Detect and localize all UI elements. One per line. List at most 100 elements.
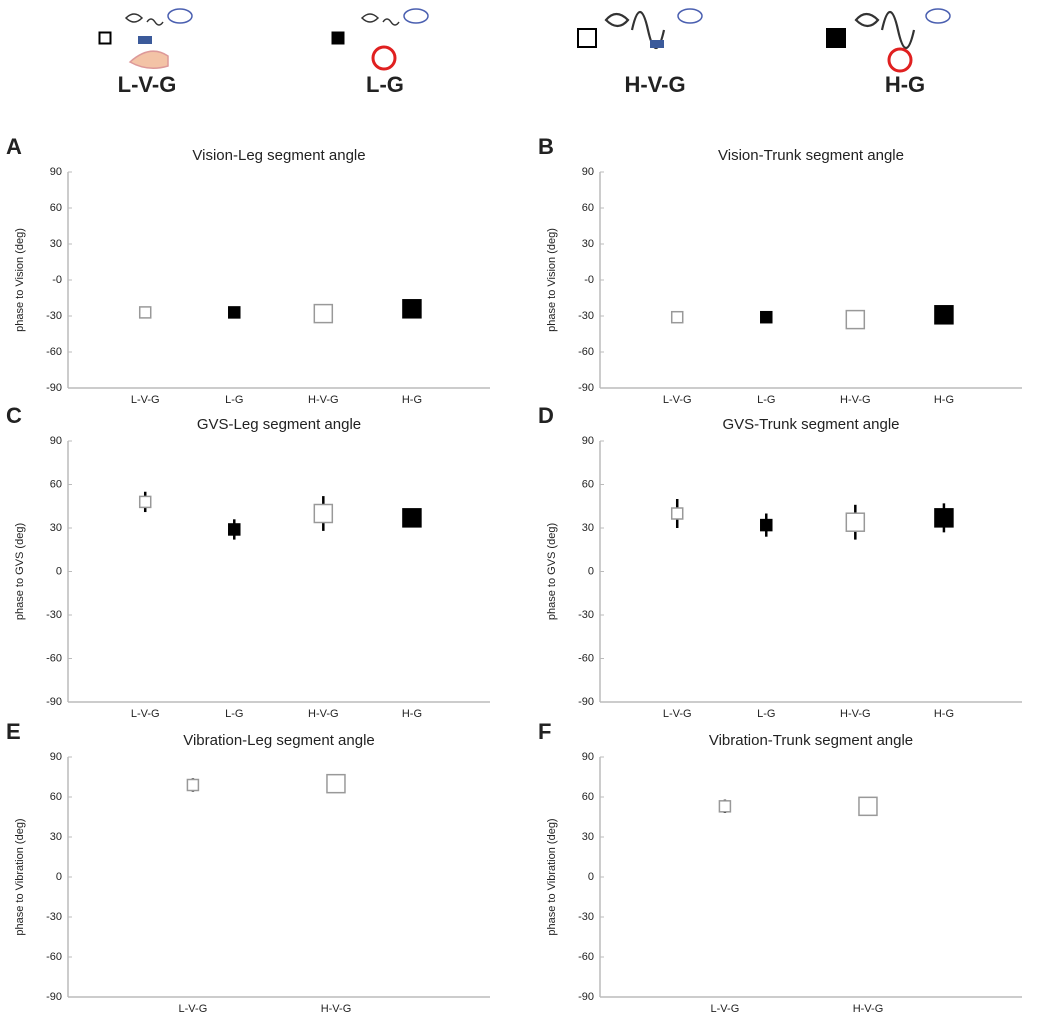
data-marker: [670, 507, 684, 520]
y-axis-label: phase to GVS (deg): [546, 523, 558, 620]
y-tick-label: 90: [50, 435, 62, 447]
legend-marker: [577, 28, 597, 48]
y-tick-label: -30: [46, 609, 62, 621]
y-axis-label: phase to Vibration (deg): [546, 818, 558, 935]
x-tick-label: L-V-G: [131, 394, 160, 406]
y-tick-label: -60: [578, 951, 594, 963]
x-tick-label: L-V-G: [663, 708, 692, 720]
data-marker: [845, 309, 866, 330]
data-marker: [934, 508, 954, 528]
y-tick-label: 30: [50, 831, 62, 843]
data-marker: [228, 523, 241, 536]
x-tick-label: H-V-G: [840, 708, 871, 720]
data-marker: [760, 310, 773, 324]
y-tick-label: 90: [50, 166, 62, 178]
legend-icons: [124, 8, 951, 73]
y-tick-label: 30: [50, 238, 62, 250]
icon-eye-wave: [124, 13, 164, 26]
icon-vib: [138, 36, 152, 44]
x-tick-label: H-G: [402, 708, 422, 720]
panel-letter: A: [6, 134, 22, 159]
chart-title: Vision-Leg segment angle: [192, 147, 365, 164]
data-marker: [138, 495, 152, 509]
y-tick-label: 60: [50, 791, 62, 803]
y-axis-label: phase to Vibration (deg): [14, 818, 26, 935]
x-tick-label: L-V-G: [711, 1003, 740, 1015]
y-tick-label: -30: [578, 310, 594, 322]
icon-ear: [167, 8, 193, 24]
legend-marker: [331, 31, 345, 45]
data-marker: [718, 800, 732, 813]
legend-label: H-V-G: [624, 72, 685, 97]
data-marker: [186, 778, 200, 792]
data-marker: [313, 503, 334, 524]
y-tick-label: 0: [588, 871, 594, 883]
x-tick-label: H-G: [934, 708, 954, 720]
y-tick-label: 90: [582, 751, 594, 763]
y-tick-label: -60: [46, 951, 62, 963]
icon-ear: [403, 8, 429, 24]
data-marker: [138, 306, 152, 319]
y-tick-label: -90: [578, 696, 594, 708]
y-tick-label: -60: [46, 346, 62, 358]
y-tick-label: 60: [50, 478, 62, 490]
y-tick-label: -30: [46, 310, 62, 322]
x-tick-label: L-G: [225, 394, 243, 406]
legend-label: L-V-G: [118, 72, 177, 97]
icon-eye-wave: [854, 10, 916, 50]
y-tick-label: 60: [582, 478, 594, 490]
y-axis-label: phase to Vision (deg): [546, 228, 558, 332]
y-tick-label: -90: [578, 382, 594, 394]
data-marker: [402, 299, 422, 319]
panel-letter: F: [538, 719, 551, 744]
data-marker: [845, 512, 866, 532]
data-marker: [670, 310, 684, 324]
icon-eye-wave: [360, 13, 400, 26]
y-tick-label: 90: [582, 435, 594, 447]
panel-letter: D: [538, 403, 554, 428]
legend-label: L-G: [366, 72, 404, 97]
icon-no: [371, 45, 397, 71]
data-marker: [760, 518, 773, 532]
y-tick-label: -30: [578, 911, 594, 923]
icon-ear: [925, 8, 951, 24]
y-tick-label: 60: [582, 202, 594, 214]
y-tick-label: -90: [46, 382, 62, 394]
y-tick-label: -60: [578, 652, 594, 664]
icon-leg: [128, 50, 169, 69]
chart-title: Vibration-Trunk segment angle: [709, 732, 913, 749]
chart-title: Vibration-Leg segment angle: [183, 732, 375, 749]
data-marker: [228, 306, 241, 319]
legend-label: H-G: [885, 72, 925, 97]
x-tick-label: H-V-G: [853, 1003, 884, 1015]
legend-marker: [98, 31, 112, 45]
data-marker: [326, 773, 346, 794]
x-tick-label: L-V-G: [131, 708, 160, 720]
y-tick-label: -30: [46, 911, 62, 923]
legend-marker: [826, 28, 846, 48]
y-tick-label: 60: [50, 202, 62, 214]
y-tick-label: 0: [56, 565, 62, 577]
icon-no: [887, 47, 913, 73]
data-marker: [934, 305, 954, 325]
x-tick-label: H-G: [402, 394, 422, 406]
chart-title: GVS-Leg segment angle: [197, 416, 361, 433]
y-tick-label: -30: [578, 609, 594, 621]
y-tick-label: -60: [46, 652, 62, 664]
x-tick-label: L-V-G: [179, 1003, 208, 1015]
x-tick-label: L-G: [225, 708, 243, 720]
panel-letter: B: [538, 134, 554, 159]
x-tick-label: H-V-G: [308, 708, 339, 720]
y-tick-label: 0: [588, 565, 594, 577]
y-tick-label: -90: [46, 696, 62, 708]
y-tick-label: -90: [578, 991, 594, 1003]
x-tick-label: H-V-G: [840, 394, 871, 406]
y-tick-label: 30: [50, 522, 62, 534]
data-marker: [313, 303, 334, 324]
chart-title: GVS-Trunk segment angle: [722, 416, 899, 433]
chart-title: Vision-Trunk segment angle: [718, 147, 904, 164]
data-marker: [402, 508, 422, 528]
y-tick-label: 90: [582, 166, 594, 178]
x-tick-label: H-V-G: [321, 1003, 352, 1015]
